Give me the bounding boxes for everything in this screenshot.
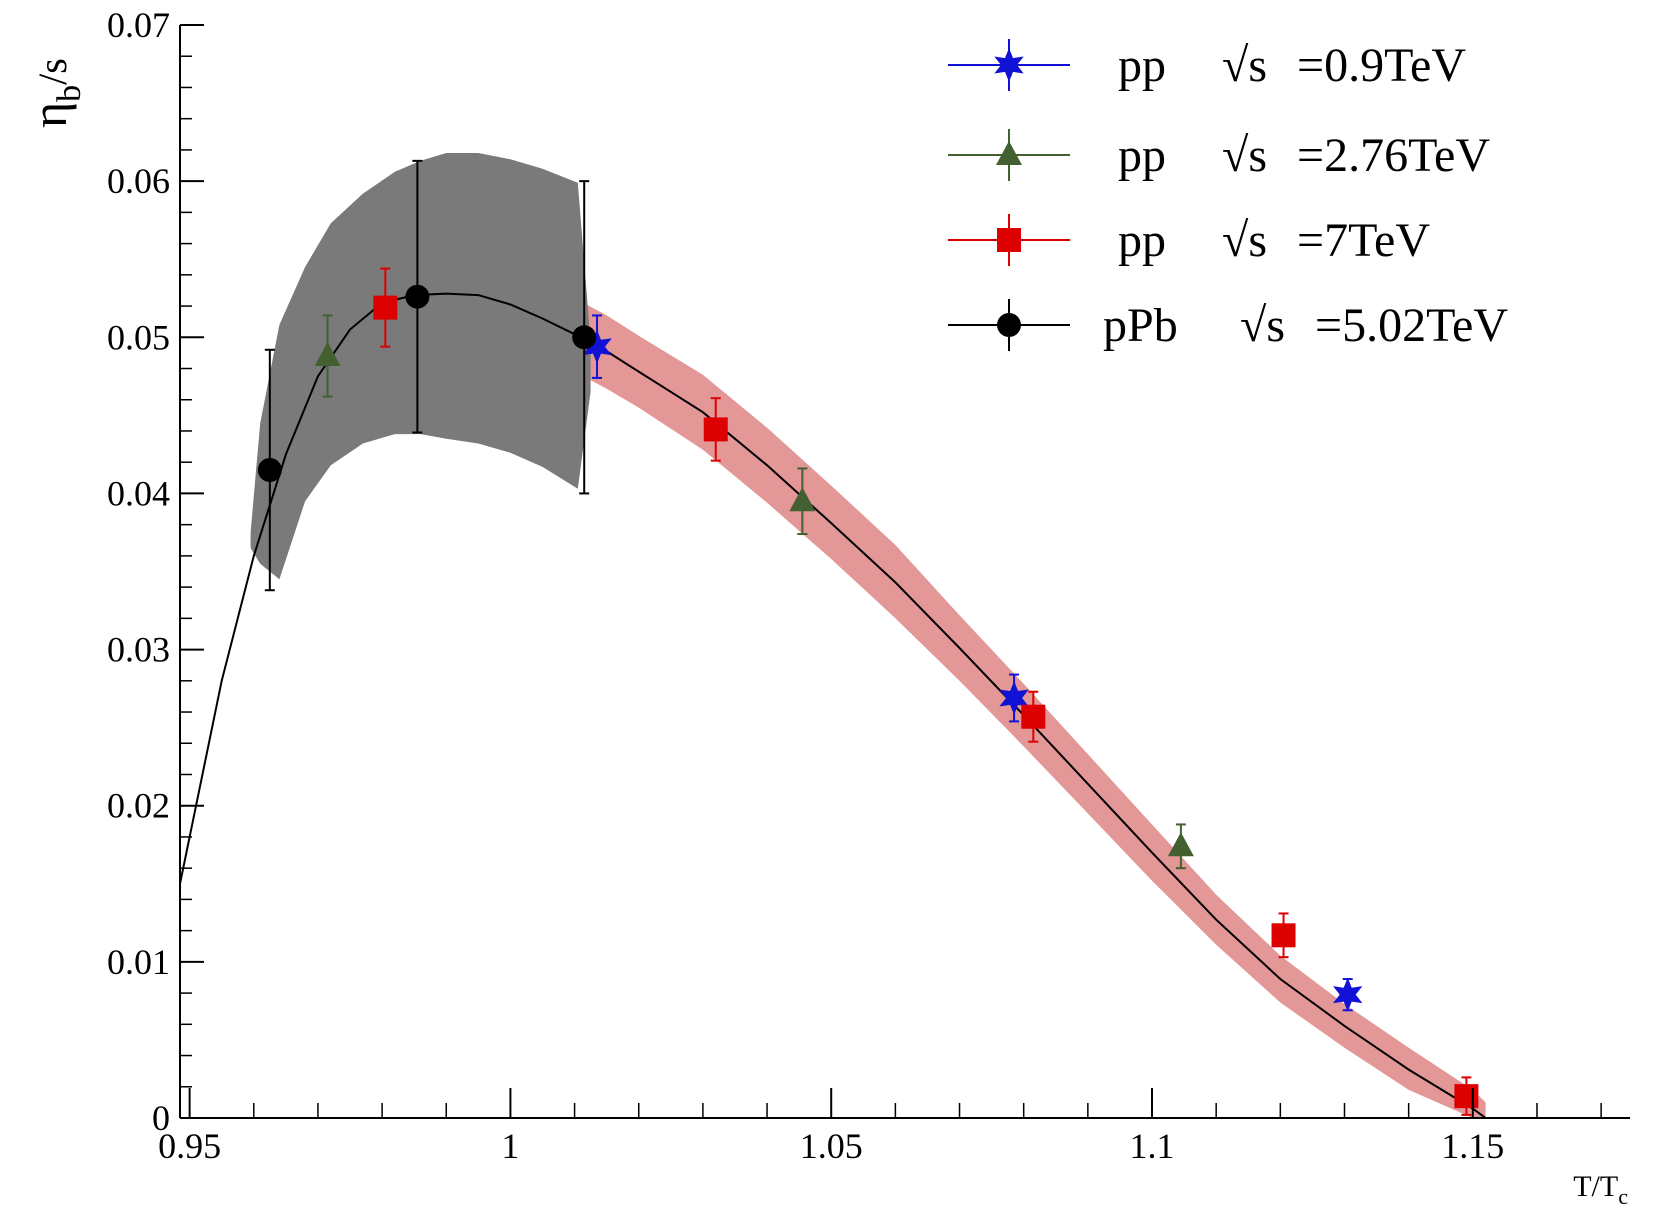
marker-square [373,295,398,320]
point-circle-0 [257,348,282,592]
point-square-4 [1454,1076,1479,1116]
y-tick-label: 0.01 [107,942,170,982]
x-tick-label: 1 [501,1126,519,1166]
legend-sqrt: √s [1240,299,1285,352]
legend-prefix: pp [1118,39,1166,92]
points-layer [257,159,1479,1116]
point-triangle-1 [789,467,816,536]
x-tick-label: 1.15 [1441,1126,1504,1166]
y-tick-label: 0.06 [107,161,170,201]
point-square-0 [373,267,398,348]
legend-entry-star: pp √s =0.9TeV [948,39,1466,92]
axes-layer: 0 0.01 0.02 0.03 0.04 0.05 0.06 0.07 0.95 1 1.05 1.… [21,5,1630,1209]
point-star-0 [582,314,612,379]
marker-triangle [789,487,816,512]
curve-layer [179,292,1487,1119]
y-tick-label: 0.05 [107,317,170,357]
band-1 [250,153,591,580]
legend-entry-square: pp √s =7TeV [948,214,1430,267]
marker-triangle [1167,832,1194,857]
y-tick-label: 0 [152,1098,170,1138]
legend-prefix: pp [1118,214,1166,267]
point-circle-2 [572,180,597,495]
marker-star [582,329,612,364]
marker-star [1333,977,1363,1012]
point-star-1 [999,673,1029,723]
marker-circle [257,458,282,483]
bands-layer [250,153,1486,1118]
legend-value: =7TeV [1297,214,1430,267]
marker-triangle [314,342,341,367]
y-tick-label: 0.02 [107,786,170,826]
legend-prefix: pp [1118,129,1166,182]
fit-curve [179,292,1487,1119]
legend-value: =5.02TeV [1315,299,1508,352]
point-square-2 [1021,690,1046,743]
marker-square [1271,923,1296,948]
point-square-3 [1271,912,1296,959]
x-tick-label: 1.1 [1130,1126,1175,1166]
marker-circle [572,325,597,350]
point-star-2 [1333,977,1363,1012]
x-axis-label: T/Tc [1573,1170,1628,1209]
marker-square [1454,1084,1479,1109]
y-tick-label: 0.03 [107,630,170,670]
legend-value: =0.9TeV [1297,39,1466,92]
point-circle-1 [405,159,430,434]
legend-marker [994,48,1024,82]
legend-marker [997,313,1021,337]
legend-prefix: pPb [1103,299,1178,352]
legend-entry-triangle: pp √s =2.76TeV [948,129,1490,182]
legend-sqrt: √s [1222,129,1267,182]
x-tick-label: 1.05 [800,1126,863,1166]
y-tick-label: 0.04 [107,473,170,513]
marker-circle [405,284,430,309]
band-0 [330,259,1486,1118]
point-triangle-0 [314,314,341,398]
point-square-1 [703,397,728,462]
legend-marker [996,141,1022,165]
y-axis-label: ηb/s [21,58,88,128]
marker-square [1021,704,1046,729]
point-triangle-2 [1167,823,1194,870]
marker-star [999,681,1029,715]
legend-entry-circle: pPb √s =5.02TeV [948,299,1508,352]
marker-square [703,417,728,442]
legend-value: =2.76TeV [1297,129,1490,182]
legend-marker [997,228,1021,252]
legend-sqrt: √s [1222,39,1267,92]
y-tick-label: 0.07 [107,5,170,45]
x-tick-label: 0.95 [158,1126,221,1166]
legend-sqrt: √s [1222,214,1267,267]
